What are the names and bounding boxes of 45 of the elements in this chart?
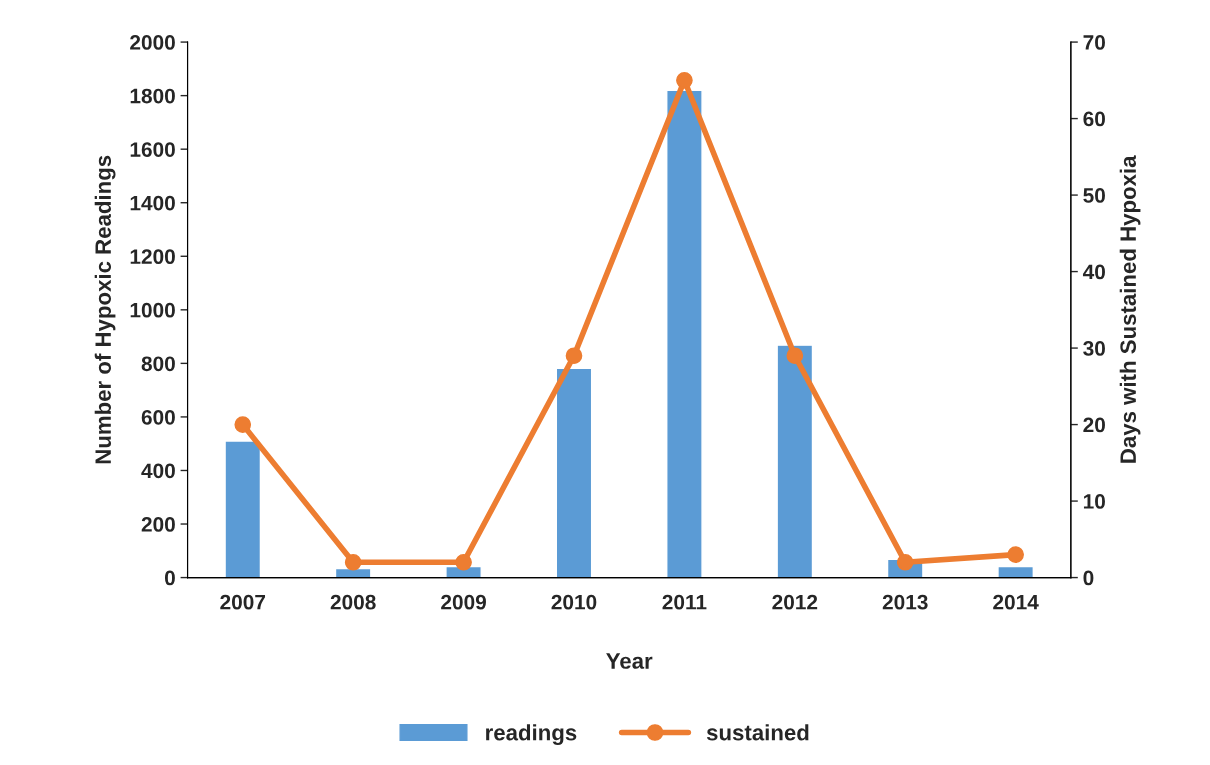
- y2-tick-label: 30: [1083, 341, 1105, 356]
- y-tick-label: 1000: [130, 302, 175, 318]
- x-tick-label: 2012: [772, 594, 818, 610]
- y2-tick-label: 40: [1082, 264, 1105, 280]
- x-tick-label: 2010: [551, 594, 597, 610]
- point: [786, 347, 804, 365]
- bar: [997, 565, 1035, 578]
- y2-tick-label: 20: [1083, 417, 1105, 433]
- x-tick-label: 2013: [882, 594, 928, 610]
- y2-tick-label: 60: [1083, 111, 1105, 127]
- point: [896, 553, 914, 571]
- y-tick-label: 1400: [130, 195, 175, 211]
- x-tick-label: 2007: [220, 594, 266, 610]
- y-tick-label: 1600: [130, 142, 175, 157]
- y-tick-label: 400: [141, 463, 175, 479]
- bar: [555, 367, 593, 578]
- y-tick-label: 0: [164, 570, 175, 586]
- bar: [776, 344, 814, 578]
- y-tick-label: 1200: [130, 249, 175, 265]
- y2-tick-label: 10: [1083, 494, 1105, 509]
- legend-label: sustained: [706, 724, 809, 741]
- point: [455, 553, 472, 571]
- y-tick-label: 800: [141, 356, 175, 372]
- y2-axis-title: Days with Sustained Hypoxia: [1119, 155, 1141, 463]
- y2-tick-label: 70: [1083, 35, 1105, 50]
- point: [565, 347, 583, 365]
- legend-label: readings: [486, 724, 577, 745]
- point: [234, 416, 252, 433]
- x-tick-label: 2009: [441, 594, 486, 610]
- x-tick-label: 2014: [993, 594, 1039, 610]
- point: [1007, 546, 1024, 563]
- bar: [666, 89, 703, 578]
- y-tick-label: 200: [141, 517, 175, 532]
- bar: [224, 440, 262, 578]
- y-axis-title: Number of Hypoxic Readings: [94, 155, 116, 464]
- x-tick-label: 2008: [330, 594, 376, 610]
- y-tick-label: 2000: [130, 35, 175, 50]
- point: [676, 71, 693, 89]
- y2-tick-label: 0: [1083, 570, 1094, 586]
- y2-tick-label: 50: [1083, 188, 1105, 203]
- x-axis-title: Year: [606, 653, 653, 669]
- y-tick-label: 600: [141, 409, 175, 425]
- point: [344, 553, 362, 571]
- x-tick-label: 2011: [662, 594, 707, 610]
- y-tick-label: 1800: [130, 88, 175, 104]
